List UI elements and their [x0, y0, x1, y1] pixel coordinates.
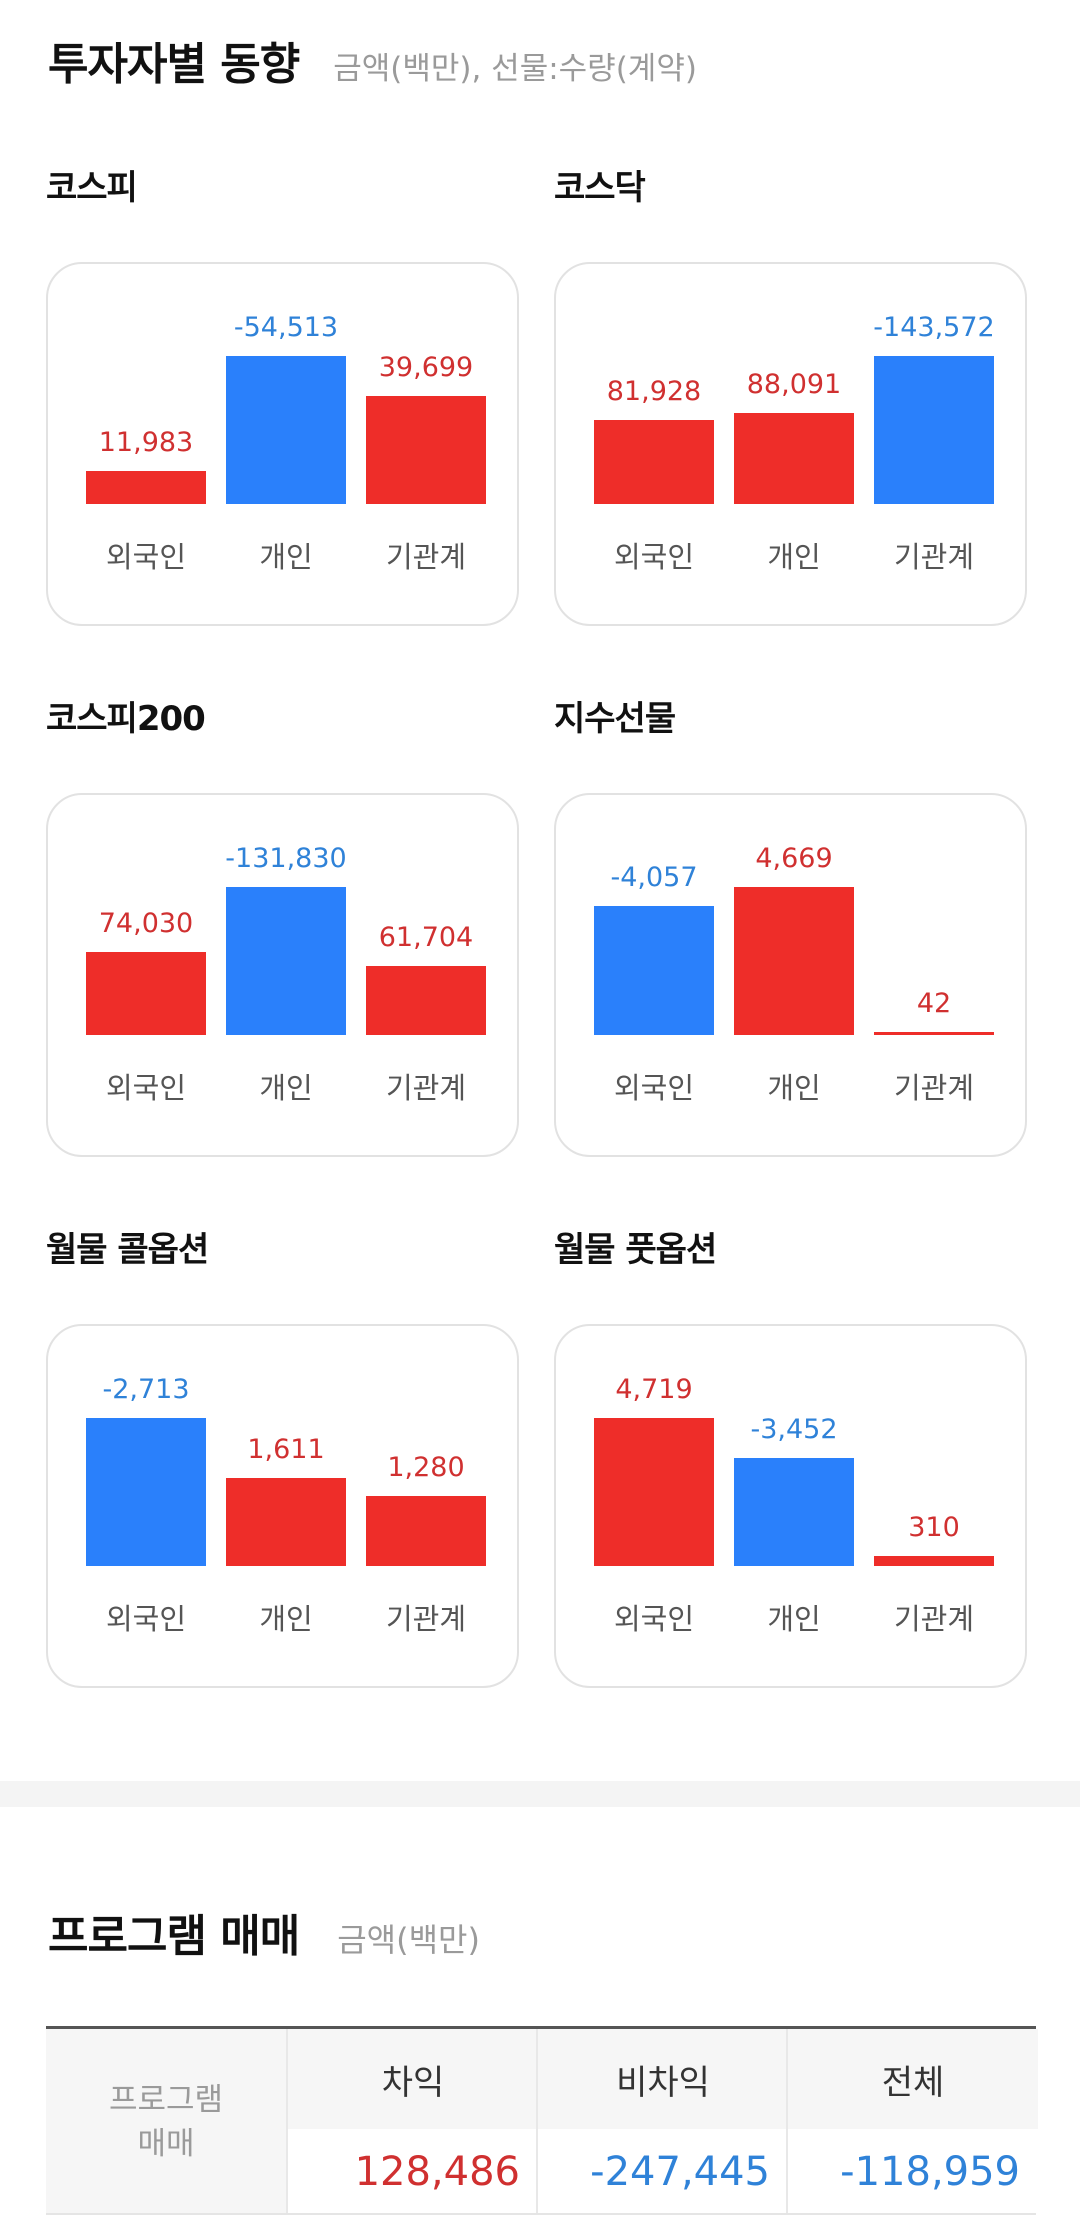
table-bottom-border [46, 2213, 1036, 2215]
bar-value-label: -2,713 [102, 1374, 190, 1405]
bar [874, 1556, 994, 1566]
col-header-non-arbitrage: 비차익 [536, 2029, 788, 2129]
market-label: 코스닥 [554, 168, 646, 208]
category-label: 개인 [259, 1071, 313, 1105]
market-label: 지수선물 [554, 699, 676, 739]
bar-value-label: 310 [908, 1512, 960, 1543]
program-trading-title: 프로그램 매매 [48, 1911, 300, 1962]
category-label: 외국인 [105, 1071, 187, 1105]
bar-value-label: 61,704 [378, 922, 474, 953]
bar [594, 420, 714, 504]
value-arbitrage: 128,486 [286, 2129, 536, 2215]
category-label: 외국인 [105, 1602, 187, 1636]
bar-value-label: 74,030 [98, 908, 194, 939]
col-header-arbitrage: 차익 [286, 2029, 538, 2129]
bar [734, 413, 854, 504]
market-card: 11,983 외국인 -54,513 개인 39,699 기관계 [46, 262, 519, 626]
col-header-total: 전체 [786, 2029, 1038, 2129]
bar [86, 952, 206, 1035]
category-label: 기관계 [893, 1071, 975, 1105]
investor-trend-unit: 금액(백만), 선물:수량(계약) [333, 51, 697, 87]
bar-value-label: 42 [916, 988, 952, 1019]
bar [734, 887, 854, 1035]
bar-value-label: -3,452 [750, 1414, 838, 1445]
bar-value-label: 88,091 [746, 369, 842, 400]
bar [366, 396, 486, 504]
bar [594, 906, 714, 1035]
bar [874, 356, 994, 504]
bar [594, 1418, 714, 1566]
market-card: 74,030 외국인 -131,830 개인 61,704 기관계 [46, 793, 519, 1157]
market-label: 코스피200 [46, 699, 206, 739]
bar [86, 1418, 206, 1566]
bar [226, 1478, 346, 1566]
category-label: 외국인 [613, 540, 695, 574]
bar [734, 1458, 854, 1566]
market-label: 월물 콜옵션 [46, 1230, 209, 1270]
bar-value-label: -54,513 [233, 312, 339, 343]
program-trading-row-header: 프로그램 매매 [46, 2029, 288, 2215]
category-label: 기관계 [893, 540, 975, 574]
program-trading-table: 프로그램 매매 차익 비차익 전체 128,486 -247,445 -118,… [46, 2026, 1038, 2215]
bar-value-label: 1,280 [387, 1452, 465, 1483]
bar-value-label: -4,057 [610, 862, 698, 893]
market-label: 월물 풋옵션 [554, 1230, 717, 1270]
bar-value-label: 81,928 [606, 376, 702, 407]
row-header-line2: 매매 [137, 2126, 195, 2162]
section-divider [0, 1781, 1080, 1807]
category-label: 기관계 [385, 1071, 467, 1105]
bar [226, 887, 346, 1035]
bar-value-label: -131,830 [225, 843, 347, 874]
market-card: 4,719 외국인 -3,452 개인 310 기관계 [554, 1324, 1027, 1688]
category-label: 개인 [259, 1602, 313, 1636]
investor-trend-title: 투자자별 동향 [48, 39, 300, 90]
program-trading-unit: 금액(백만) [337, 1921, 480, 1959]
category-label: 개인 [767, 1071, 821, 1105]
row-header-line1: 프로그램 [108, 2082, 224, 2118]
category-label: 기관계 [893, 1602, 975, 1636]
category-label: 외국인 [613, 1071, 695, 1105]
bar-value-label: 1,611 [247, 1434, 325, 1465]
program-trading-header: 프로그램 매매 금액(백만) [48, 1900, 480, 1964]
category-label: 기관계 [385, 1602, 467, 1636]
bar-value-label: 39,699 [378, 352, 474, 383]
investor-trend-header: 투자자별 동향 금액(백만), 선물:수량(계약) [48, 28, 697, 98]
category-label: 개인 [259, 540, 313, 574]
category-label: 기관계 [385, 540, 467, 574]
category-label: 개인 [767, 540, 821, 574]
market-card: -2,713 외국인 1,611 개인 1,280 기관계 [46, 1324, 519, 1688]
value-total: -118,959 [786, 2129, 1036, 2215]
bar-value-label: -143,572 [873, 312, 995, 343]
value-non-arbitrage: -247,445 [536, 2129, 786, 2215]
category-label: 외국인 [105, 540, 187, 574]
market-card: 81,928 외국인 88,091 개인 -143,572 기관계 [554, 262, 1027, 626]
bar-value-label: 4,719 [615, 1374, 693, 1405]
bar [366, 1496, 486, 1566]
bar [86, 471, 206, 504]
bar [366, 966, 486, 1035]
category-label: 외국인 [613, 1602, 695, 1636]
market-label: 코스피 [46, 168, 138, 208]
category-label: 개인 [767, 1602, 821, 1636]
bar-value-label: 11,983 [98, 427, 194, 458]
bar [874, 1032, 994, 1035]
market-card: -4,057 외국인 4,669 개인 42 기관계 [554, 793, 1027, 1157]
bar-value-label: 4,669 [755, 843, 833, 874]
bar [226, 356, 346, 504]
